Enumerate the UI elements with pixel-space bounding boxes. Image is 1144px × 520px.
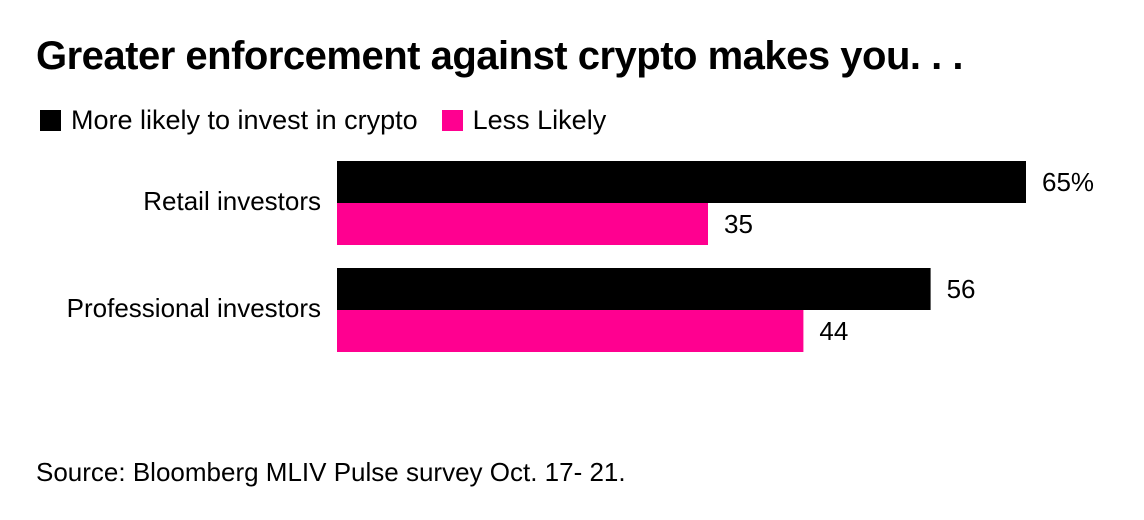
source-note: Source: Bloomberg MLIV Pulse survey Oct.…	[36, 457, 626, 487]
legend-label-less-likely: Less Likely	[472, 104, 607, 135]
value-label-professional-investors-more-likely-to-invest-in-crypto: 56	[947, 274, 976, 304]
chart-title: Greater enforcement against crypto makes…	[36, 34, 963, 78]
category-label-retail-investors: Retail investors	[143, 186, 321, 216]
value-label-retail-investors-more-likely-to-invest-in-crypto: 65%	[1042, 167, 1094, 197]
bar-professional-investors-less-likely	[337, 310, 804, 352]
legend-swatch-less-likely	[441, 109, 463, 131]
bar-retail-investors-more-likely-to-invest-in-crypto	[337, 161, 1026, 203]
legend-item-more-likely: More likely to invest in crypto	[40, 105, 418, 136]
legend-label-more-likely: More likely to invest in crypto	[71, 104, 418, 135]
bar-chart: Retail investors 65% 35 Professional invest…	[67, 161, 1094, 352]
legend-swatch-more-likely	[40, 109, 61, 131]
legend-item-less-likely: Less Likely	[441, 104, 607, 136]
category-label-professional-investors: Professional investors	[67, 293, 321, 323]
value-label-retail-investors-less-likely: 35	[724, 209, 753, 239]
bar-professional-investors-more-likely-to-invest-in-crypto	[337, 268, 931, 310]
bar-retail-investors-less-likely	[337, 203, 708, 245]
value-label-professional-investors-less-likely: 44	[819, 316, 848, 346]
chart-legend: More likely to invest in crypto Less Lik…	[40, 104, 630, 136]
